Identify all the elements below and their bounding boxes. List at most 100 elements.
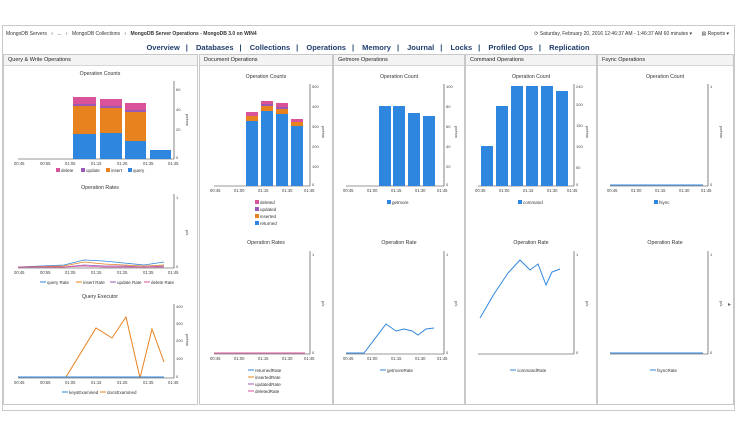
- svg-text:query Rate: query Rate: [47, 280, 70, 285]
- timestamp[interactable]: Saturday, February 20, 2016 12:46:37 AM …: [539, 31, 689, 37]
- tab-profiled-ops[interactable]: Profiled Ops: [488, 43, 533, 52]
- reports-button[interactable]: Reports: [707, 31, 726, 37]
- svg-text:01:30: 01:30: [547, 188, 558, 193]
- svg-text:01:05: 01:05: [65, 270, 76, 275]
- svg-text:00:45: 00:45: [210, 188, 221, 193]
- chevron-right-icon: ›: [51, 31, 53, 37]
- svg-text:Operation Rate: Operation Rate: [647, 240, 682, 246]
- svg-text:01:00: 01:00: [499, 188, 510, 193]
- doc-svg: Operation Counts 500 400 300 200 100 0 pe/min…: [210, 74, 326, 394]
- svg-text:p/s: p/s: [454, 301, 459, 306]
- svg-text:01:15: 01:15: [258, 188, 269, 193]
- svg-text:60: 60: [176, 87, 181, 92]
- svg-text:01:30: 01:30: [679, 188, 690, 193]
- svg-text:01:15: 01:15: [91, 161, 102, 166]
- svg-text:Query Executor: Query Executor: [82, 294, 118, 300]
- svg-text:40: 40: [446, 144, 451, 149]
- panel-title: Fsync Operations: [598, 55, 733, 66]
- panel-command: Command Operations Operation Count 240 20…: [465, 54, 597, 405]
- svg-text:01:05: 01:05: [65, 380, 76, 385]
- top-bar: MongoDB Servers › ... › MongoDB Collecti…: [2, 27, 733, 41]
- svg-text:pe/min: pe/min: [185, 334, 190, 346]
- svg-text:p/s: p/s: [719, 301, 724, 306]
- svg-text:50: 50: [576, 165, 581, 170]
- panel-title: Query & Write Operations: [4, 55, 197, 66]
- svg-text:docsExamined: docsExamined: [107, 390, 137, 395]
- svg-text:1: 1: [710, 252, 713, 257]
- svg-text:01:45: 01:45: [304, 356, 315, 361]
- svg-text:01:30: 01:30: [415, 188, 426, 193]
- svg-text:Operation Count: Operation Count: [646, 74, 685, 80]
- svg-text:insertedRate: insertedRate: [255, 375, 281, 380]
- chevron-down-icon[interactable]: ▾: [689, 31, 693, 37]
- svg-text:pe/min: pe/min: [585, 126, 590, 138]
- svg-text:0: 0: [576, 182, 579, 187]
- scroll-arrow-icon[interactable]: ▸: [727, 302, 731, 308]
- svg-text:01:30: 01:30: [282, 356, 293, 361]
- svg-text:100: 100: [446, 84, 453, 89]
- tab-memory[interactable]: Memory: [362, 43, 391, 52]
- bar-stack: [150, 150, 171, 159]
- tab-databases[interactable]: Databases: [196, 43, 234, 52]
- svg-text:01:00: 01:00: [234, 356, 245, 361]
- svg-text:p/s: p/s: [321, 301, 326, 306]
- svg-text:0: 0: [176, 374, 179, 379]
- breadcrumb-collections[interactable]: MongoDB Collections: [71, 31, 121, 37]
- fs-svg: Operation Count 1 0 pe/min 00:45 01:00 01:1…: [607, 74, 724, 373]
- svg-text:00:45: 00:45: [14, 380, 25, 385]
- svg-text:200: 200: [576, 102, 583, 107]
- svg-text:0: 0: [710, 182, 713, 187]
- svg-text:01:25: 01:25: [117, 380, 128, 385]
- main-nav: Overview | Databases | Collections | Operat…: [146, 43, 590, 52]
- svg-text:80: 80: [446, 104, 451, 109]
- chevron-down-icon[interactable]: ▾: [726, 31, 729, 37]
- svg-text:01:45: 01:45: [701, 188, 712, 193]
- svg-text:01:45: 01:45: [437, 356, 448, 361]
- svg-text:20: 20: [176, 127, 181, 132]
- svg-text:00:55: 00:55: [40, 270, 51, 275]
- svg-text:1: 1: [576, 252, 579, 257]
- svg-text:0: 0: [312, 350, 315, 355]
- breadcrumb-home[interactable]: MongoDB Servers: [6, 31, 47, 37]
- tab-operations[interactable]: Operations: [306, 43, 346, 52]
- svg-text:Operation Rate: Operation Rate: [513, 240, 548, 246]
- tab-replication[interactable]: Replication: [549, 43, 590, 52]
- tab-locks[interactable]: Locks: [450, 43, 473, 52]
- breadcrumb-dots[interactable]: ...: [57, 31, 62, 37]
- svg-text:00:45: 00:45: [210, 356, 221, 361]
- svg-text:01:15: 01:15: [655, 188, 666, 193]
- breadcrumb-current: MongoDB Server Operations - MongoDB 3.0 …: [130, 31, 257, 37]
- bar-stack: [73, 97, 96, 159]
- chevron-right-icon: ›: [65, 31, 68, 37]
- bar-stack: [100, 99, 122, 159]
- svg-text:300: 300: [176, 321, 183, 326]
- svg-text:01:30: 01:30: [282, 188, 293, 193]
- svg-text:01:45: 01:45: [168, 270, 179, 275]
- tab-overview[interactable]: Overview: [146, 43, 180, 52]
- svg-text:00:55: 00:55: [40, 380, 51, 385]
- svg-text:Operation Rates: Operation Rates: [247, 240, 285, 246]
- svg-text:update Rate: update Rate: [117, 280, 142, 285]
- svg-text:deleted: deleted: [260, 200, 275, 205]
- svg-text:insert: insert: [111, 168, 123, 173]
- svg-text:p/s: p/s: [585, 301, 590, 306]
- svg-text:1: 1: [176, 195, 179, 200]
- svg-text:00:45: 00:45: [14, 270, 25, 275]
- svg-text:400: 400: [176, 304, 183, 309]
- tab-collections[interactable]: Collections: [249, 43, 291, 52]
- cmd-svg: Operation Count 240 200 150 100 50 0 pe/min 0…: [475, 74, 590, 373]
- svg-text:01:25: 01:25: [117, 161, 128, 166]
- svg-text:updatedRate: updatedRate: [255, 382, 281, 387]
- svg-text:20: 20: [446, 164, 451, 169]
- svg-text:01:00: 01:00: [367, 188, 378, 193]
- svg-text:240: 240: [576, 84, 583, 89]
- svg-text:150: 150: [576, 123, 583, 128]
- panel-document: Document Operations Operation Counts 500…: [199, 54, 333, 405]
- svg-text:01:45: 01:45: [437, 188, 448, 193]
- svg-text:1: 1: [446, 252, 449, 257]
- svg-text:1: 1: [312, 252, 315, 257]
- chart-title: Operation Counts: [80, 71, 121, 77]
- tab-journal[interactable]: Journal: [407, 43, 435, 52]
- svg-text:returnedRate: returnedRate: [255, 368, 282, 373]
- svg-text:01:15: 01:15: [391, 188, 402, 193]
